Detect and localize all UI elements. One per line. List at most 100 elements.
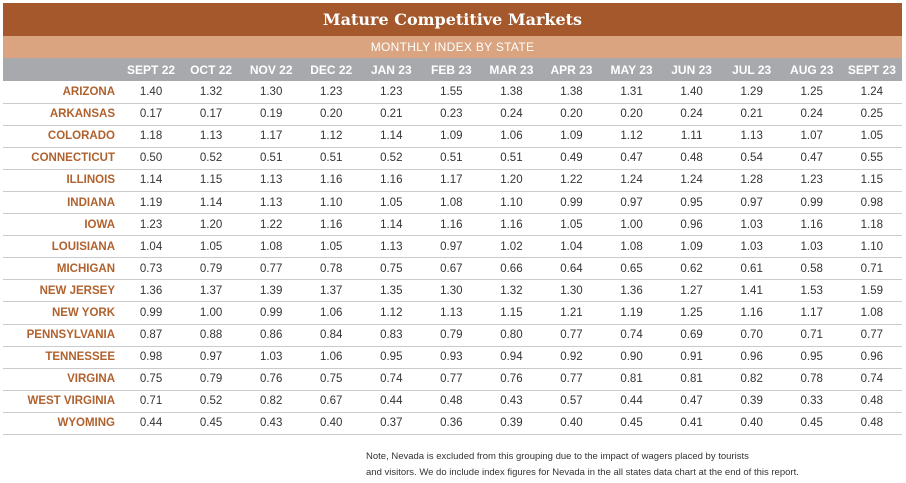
- index-value-cell: 0.96: [680, 218, 703, 231]
- index-value-cell: 0.64: [560, 262, 583, 275]
- index-value-cell: 0.36: [440, 417, 463, 430]
- index-value-cell: 1.25: [680, 306, 703, 319]
- state-name: NEW YORK: [51, 306, 115, 319]
- index-value-cell: 0.20: [620, 108, 643, 121]
- index-value-cell: 0.40: [740, 417, 763, 430]
- monthly-index-table: SEPT 22 OCT 22 NOV 22 DEC 22 JAN 23 FEB 23 MAR…: [3, 58, 902, 435]
- index-value-cell: 0.80: [500, 329, 523, 342]
- index-value-cell: 1.30: [259, 85, 283, 98]
- index-value-cell: 1.37: [320, 284, 343, 297]
- index-value-cell: 1.14: [199, 196, 223, 209]
- table-title: Mature Competitive Markets: [3, 3, 902, 36]
- index-value-cell: 1.37: [199, 284, 223, 297]
- index-value-cell: 1.13: [259, 196, 283, 209]
- index-value-cell: 0.17: [139, 108, 163, 121]
- index-value-cell: 1.15: [500, 306, 523, 319]
- index-value-cell: 1.00: [620, 218, 643, 231]
- table-row: ARKANSAS 0.17 0.17 0.19 0.20 0.21 0.23 0.24 0.20…: [3, 103, 902, 126]
- index-value-cell: 1.08: [259, 240, 283, 253]
- table-row: LOUISIANA 1.04 1.05 1.08 1.05 1.13 0.97 1.02 1.0…: [3, 236, 902, 258]
- index-value-cell: 1.16: [500, 218, 523, 231]
- index-value-cell: 0.88: [199, 329, 223, 342]
- index-value-cell: 1.16: [320, 218, 343, 231]
- index-value-cell: 1.16: [740, 306, 763, 319]
- index-value-cell: 1.13: [259, 174, 283, 187]
- index-value-cell: 0.77: [259, 262, 283, 275]
- index-value-cell: 0.71: [860, 262, 884, 275]
- index-value-cell: 1.32: [199, 85, 223, 98]
- index-value-cell: 0.24: [500, 108, 523, 121]
- index-value-cell: 0.67: [320, 395, 343, 408]
- index-value-cell: 1.53: [800, 284, 823, 297]
- state-name: WEST VIRGINIA: [27, 395, 115, 408]
- index-value-cell: 1.18: [139, 130, 163, 143]
- column-header: JAN 23: [370, 62, 412, 77]
- index-value-cell: 0.33: [800, 395, 823, 408]
- column-header: JUL 23: [732, 62, 772, 77]
- index-value-cell: 1.13: [440, 306, 463, 319]
- index-value-cell: 0.96: [740, 351, 763, 364]
- index-value-cell: 0.91: [680, 351, 703, 364]
- index-value-cell: 0.43: [500, 395, 523, 408]
- table-row: WYOMING 0.44 0.45 0.43 0.40 0.37 0.36 0.39 0.40 0…: [3, 412, 902, 435]
- index-value-cell: 0.95: [680, 196, 703, 209]
- index-value-cell: 1.36: [139, 284, 163, 297]
- index-value-cell: 0.25: [860, 108, 884, 121]
- index-value-cell: 0.79: [199, 262, 223, 275]
- index-value-cell: 0.95: [800, 351, 823, 364]
- index-value-cell: 0.82: [259, 395, 283, 408]
- state-name: CONNECTICUT: [31, 152, 115, 165]
- index-value-cell: 1.21: [560, 306, 583, 319]
- index-value-cell: 1.20: [500, 174, 523, 187]
- index-value-cell: 1.16: [320, 174, 343, 187]
- index-value-cell: 0.23: [440, 108, 463, 121]
- column-header: MAR 23: [489, 62, 534, 77]
- index-value-cell: 1.25: [800, 85, 823, 98]
- table-row: TENNESSEE 0.98 0.97 1.03 1.06 0.95 0.93 0.94 0.9…: [3, 346, 902, 369]
- index-value-cell: 1.16: [380, 174, 403, 187]
- index-value-cell: 0.47: [800, 152, 823, 165]
- index-value-cell: 0.70: [740, 329, 763, 342]
- table-row: PENNSYLVANIA 0.87 0.88 0.86 0.84 0.83 0.79 0.80…: [3, 324, 902, 347]
- state-column-header: [3, 58, 121, 81]
- index-value-cell: 0.39: [500, 417, 523, 430]
- index-value-cell: 0.99: [139, 306, 163, 319]
- index-value-cell: 0.47: [620, 152, 643, 165]
- index-value-cell: 0.51: [500, 152, 523, 165]
- index-value-cell: 0.37: [380, 417, 403, 430]
- index-value-cell: 1.08: [860, 306, 884, 319]
- index-value-cell: 0.98: [139, 351, 163, 364]
- index-value-cell: 1.17: [800, 306, 823, 319]
- index-value-cell: 0.48: [860, 395, 884, 408]
- index-value-cell: 1.38: [500, 85, 523, 98]
- index-value-cell: 0.99: [800, 196, 823, 209]
- index-value-cell: 0.17: [199, 108, 223, 121]
- index-value-cell: 0.74: [380, 373, 403, 386]
- index-value-cell: 1.38: [560, 85, 583, 98]
- index-value-cell: 1.00: [199, 306, 223, 319]
- index-value-cell: 0.55: [860, 152, 884, 165]
- index-value-cell: 1.14: [380, 218, 403, 231]
- index-value-cell: 0.48: [860, 417, 884, 430]
- index-value-cell: 1.13: [740, 130, 763, 143]
- index-value-cell: 0.54: [740, 152, 763, 165]
- index-value-cell: 0.62: [680, 262, 703, 275]
- index-value-cell: 1.18: [860, 218, 884, 231]
- index-value-cell: 0.75: [320, 373, 343, 386]
- state-name: INDIANA: [67, 196, 115, 209]
- index-value-cell: 1.24: [680, 174, 703, 187]
- index-value-cell: 0.99: [259, 306, 283, 319]
- index-value-cell: 0.81: [620, 373, 643, 386]
- state-name: LOUISIANA: [51, 240, 115, 253]
- index-value-cell: 1.30: [560, 284, 583, 297]
- column-header: NOV 22: [249, 62, 293, 77]
- table-row: IOWA 1.23 1.20 1.22 1.16 1.14 1.16 1.16 1.05 1.00…: [3, 214, 902, 236]
- index-value-cell: 0.66: [500, 262, 523, 275]
- index-value-cell: 0.67: [440, 262, 463, 275]
- index-value-cell: 1.23: [139, 218, 163, 231]
- index-value-cell: 0.45: [800, 417, 823, 430]
- index-value-cell: 1.06: [320, 306, 343, 319]
- index-value-cell: 1.13: [380, 240, 403, 253]
- index-value-cell: 1.03: [740, 240, 763, 253]
- index-value-cell: 0.48: [680, 152, 703, 165]
